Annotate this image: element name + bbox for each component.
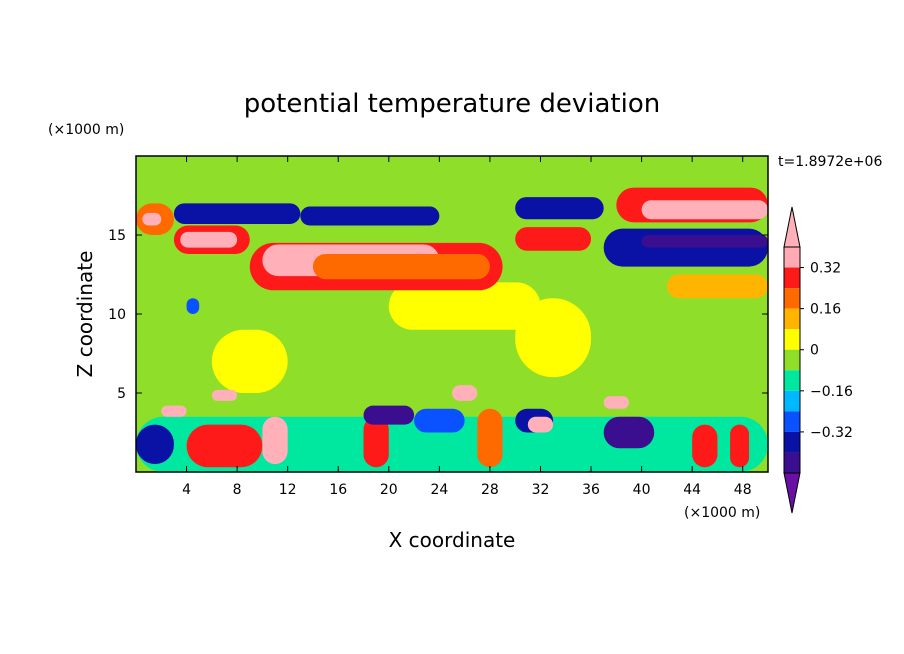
contour-region-31	[136, 424, 174, 465]
contour-region-29	[692, 424, 718, 468]
colorbar: 0.32 0.16 0 −0.16 −0.32	[783, 206, 853, 514]
y-axis: 5 10 15	[108, 228, 768, 402]
colorbar-label: −0.16	[810, 384, 853, 400]
x-axis: 4 8 12 16 20 24 28 32 36 40 44 48	[182, 156, 752, 498]
contour-region-32	[414, 408, 465, 433]
contour-region-35	[211, 389, 238, 401]
x-tick-label: 32	[532, 482, 550, 498]
contour-region-36	[161, 405, 187, 417]
colorbar-segment	[784, 390, 800, 412]
contour-region-23	[363, 416, 389, 468]
x-tick-label: 12	[279, 482, 297, 498]
colorbar-extend-bottom	[783, 472, 801, 514]
contour-region-18	[641, 235, 768, 248]
contour-region-16	[641, 200, 768, 220]
y-tick-label: 15	[108, 228, 126, 244]
colorbar-segment	[784, 329, 800, 350]
x-tick-label: 24	[430, 482, 448, 498]
contour-region-37	[666, 274, 768, 299]
y-unit-label: (×1000 m)	[48, 122, 124, 138]
colorbar-segment	[784, 288, 800, 309]
contour-region-2	[388, 282, 541, 330]
x-tick-label: 28	[481, 482, 499, 498]
contour-region-30	[730, 424, 750, 468]
colorbar-segment	[784, 349, 800, 371]
x-axis-label: X coordinate	[389, 528, 516, 552]
x-tick-label: 44	[683, 482, 701, 498]
contour-region-6	[142, 212, 162, 226]
x-tick-label: 20	[380, 482, 398, 498]
colorbar-label: −0.32	[810, 425, 853, 441]
contour-region-11	[180, 231, 238, 248]
contour-region-22	[262, 416, 288, 465]
x-tick-label: 40	[633, 482, 651, 498]
contour-region-9	[515, 197, 604, 220]
contour-region-21	[186, 424, 263, 468]
colorbar-extend-top	[783, 206, 801, 248]
colorbar-segment	[784, 452, 800, 473]
x-tick-label: 36	[582, 482, 600, 498]
colorbar-label: 0	[810, 343, 819, 359]
contour-region-25	[477, 408, 503, 468]
contour-field	[136, 156, 768, 472]
colorbar-segment	[784, 431, 800, 453]
contour-region-34	[603, 396, 629, 409]
y-axis-label: Z coordinate	[73, 251, 97, 378]
x-tick-label: 4	[182, 482, 191, 498]
y-tick-label: 5	[117, 386, 126, 402]
colorbar-label: 0.16	[810, 302, 841, 318]
colorbar-frame	[783, 246, 801, 474]
contour-region-33	[452, 385, 478, 401]
contour-region-4	[211, 329, 288, 393]
chart-title: potential temperature deviation	[244, 89, 660, 119]
contour-region-19	[312, 253, 490, 280]
x-tick-label: 16	[329, 482, 347, 498]
contour-region-3	[515, 298, 592, 378]
contour-region-14	[515, 227, 592, 251]
x-tick-label: 48	[734, 482, 752, 498]
contour-region-1	[186, 156, 768, 204]
contour-region-27	[527, 416, 554, 433]
contour-region-0	[136, 306, 768, 417]
colorbar-segment	[784, 267, 800, 289]
y-tick-label: 10	[108, 307, 126, 323]
contour-region-7	[173, 203, 301, 224]
contour-region-28	[603, 416, 655, 449]
colorbar-segment	[784, 308, 800, 330]
contour-region-24	[363, 405, 415, 425]
contour-region-8	[300, 206, 440, 226]
time-label: t=1.8972e+06	[778, 154, 882, 170]
colorbar-segment	[784, 247, 800, 268]
colorbar-label: 0.32	[810, 261, 841, 277]
contour-region-38	[186, 298, 200, 314]
x-tick-label: 8	[233, 482, 242, 498]
colorbar-segment	[784, 411, 800, 432]
colorbar-segment	[784, 370, 800, 391]
x-unit-label: (×1000 m)	[684, 505, 760, 521]
